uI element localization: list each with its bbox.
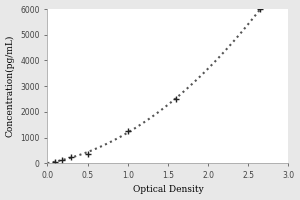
Y-axis label: Concentration(pg/mL): Concentration(pg/mL) [6, 35, 15, 137]
X-axis label: Optical Density: Optical Density [133, 185, 203, 194]
